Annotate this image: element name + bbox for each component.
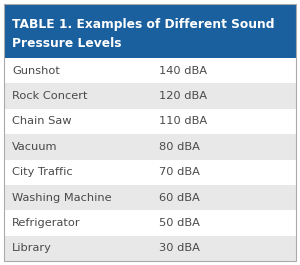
Text: Rock Concert: Rock Concert <box>12 91 88 101</box>
Text: Chain Saw: Chain Saw <box>12 116 71 126</box>
Bar <box>4 210 296 236</box>
Text: Library: Library <box>12 243 52 253</box>
Text: Pressure Levels: Pressure Levels <box>12 37 122 50</box>
Bar <box>4 160 296 185</box>
Text: 70 dBA: 70 dBA <box>159 167 200 177</box>
Text: TABLE 1. Examples of Different Sound: TABLE 1. Examples of Different Sound <box>12 18 274 31</box>
Bar <box>4 185 296 210</box>
Bar <box>4 134 296 160</box>
Text: Refrigerator: Refrigerator <box>12 218 81 228</box>
Bar <box>4 83 296 109</box>
Text: Vacuum: Vacuum <box>12 142 58 152</box>
Text: 80 dBA: 80 dBA <box>159 142 200 152</box>
Text: 140 dBA: 140 dBA <box>159 66 207 76</box>
Text: City Traffic: City Traffic <box>12 167 73 177</box>
Text: 120 dBA: 120 dBA <box>159 91 207 101</box>
Text: 60 dBA: 60 dBA <box>159 193 200 202</box>
Text: 110 dBA: 110 dBA <box>159 116 207 126</box>
Text: Gunshot: Gunshot <box>12 66 60 76</box>
Bar <box>4 236 296 261</box>
Bar <box>4 109 296 134</box>
Text: Washing Machine: Washing Machine <box>12 193 112 202</box>
Bar <box>4 4 296 58</box>
Text: 30 dBA: 30 dBA <box>159 243 200 253</box>
Text: 50 dBA: 50 dBA <box>159 218 200 228</box>
Bar <box>4 58 296 83</box>
